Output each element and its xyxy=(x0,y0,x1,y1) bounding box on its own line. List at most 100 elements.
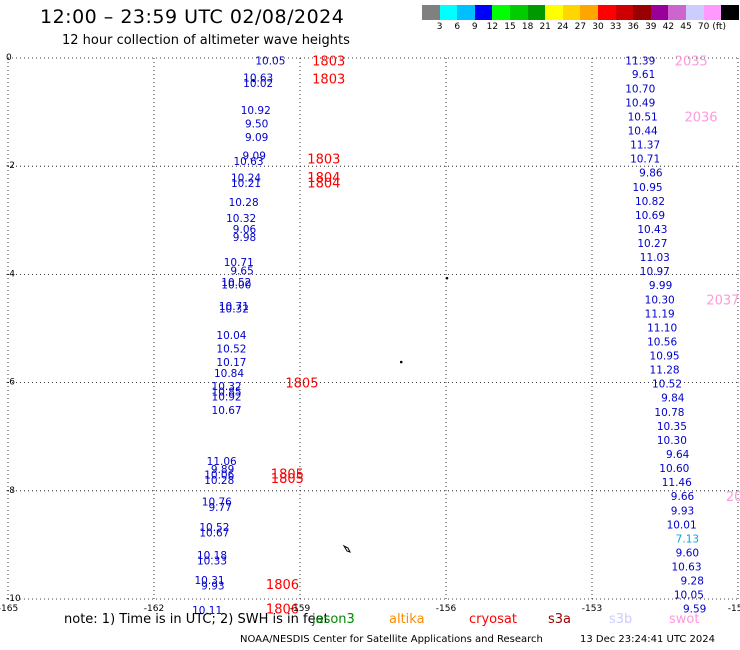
pass-time-label: 1805 xyxy=(271,472,304,487)
lon-tick-label: -162 xyxy=(144,604,164,614)
color-swatch xyxy=(422,5,440,20)
lon-tick-label: -150 xyxy=(728,604,740,614)
satellite-legend-item: s3b xyxy=(609,612,633,627)
color-legend-tick: 27 xyxy=(574,22,587,32)
wave-height-value: 10.32 xyxy=(226,213,256,225)
wave-height-value: 9.77 xyxy=(208,502,231,514)
pass-time-label: 1806 xyxy=(266,578,299,593)
wave-height-value: 10.00 xyxy=(221,280,251,292)
lat-tick-label: -2 xyxy=(6,161,15,171)
wave-height-value: 10.63 xyxy=(243,72,273,84)
time-labels: 1803180318031804180418051805180518061806… xyxy=(266,55,740,618)
color-swatch xyxy=(457,5,475,20)
wave-height-value: 10.85 xyxy=(212,386,242,398)
wave-height-value: 9.66 xyxy=(671,491,695,503)
wave-height-value: 10.30 xyxy=(657,435,687,447)
axis-labels: -165 -162 -159 -156 -153 -150 0 -2 -4 -6 -8 -10 xyxy=(0,53,740,614)
color-swatch xyxy=(527,5,546,20)
color-swatch xyxy=(439,5,458,20)
wave-height-value: 10.76 xyxy=(202,497,232,509)
color-swatch xyxy=(633,5,651,20)
lon-tick-label: -156 xyxy=(436,604,457,614)
wave-height-value: 10.43 xyxy=(637,224,667,236)
wave-height-value: 10.56 xyxy=(647,336,677,348)
wave-height-value: 7.13 xyxy=(676,533,699,545)
pass-time-label: 2037 xyxy=(706,293,739,308)
land-features xyxy=(252,79,449,553)
wave-height-value: 11.37 xyxy=(630,140,660,152)
color-legend-tick: 15 xyxy=(504,22,516,32)
wave-height-value: 10.69 xyxy=(635,210,665,222)
pass-time-label: 20 xyxy=(726,490,740,505)
wave-height-value: 10.97 xyxy=(640,266,670,278)
color-legend-bar xyxy=(422,5,739,20)
wave-height-value: 10.60 xyxy=(659,463,689,475)
pass-time-label: 1805 xyxy=(271,467,304,482)
wave-height-value: 10.31 xyxy=(195,575,225,587)
wave-height-value: 10.78 xyxy=(654,407,684,419)
color-swatch xyxy=(615,5,634,20)
color-swatch xyxy=(703,5,722,20)
color-swatch xyxy=(597,5,616,20)
pass-time-label: 1803 xyxy=(312,55,345,70)
color-legend-tick: 30 xyxy=(592,22,604,32)
wave-height-value: 9.65 xyxy=(230,266,253,278)
lat-tick-label: -6 xyxy=(6,378,15,388)
wave-height-value: 10.71 xyxy=(224,257,254,269)
color-swatch xyxy=(474,5,493,20)
wave-height-value: 9.98 xyxy=(233,232,256,244)
wave-height-value: 10.92 xyxy=(212,392,242,404)
wave-height-value: 11.39 xyxy=(625,56,655,68)
pass-time-label: 1803 xyxy=(312,73,345,88)
wave-height-value: 10.28 xyxy=(204,475,234,487)
wave-height-value: 9.59 xyxy=(683,604,706,616)
wave-height-value: 10.84 xyxy=(214,368,244,380)
color-legend-tick: (ft) xyxy=(712,22,726,32)
color-swatch xyxy=(492,5,510,20)
wave-height-value: 10.32 xyxy=(212,381,242,393)
wave-height-value: 10.02 xyxy=(243,78,273,90)
wave-height-value: 11.46 xyxy=(662,477,692,489)
satellite-legend-item: cryosat xyxy=(469,612,517,627)
color-legend-tick: 70 xyxy=(697,22,710,32)
wave-height-value: 10.11 xyxy=(192,605,222,617)
wave-height-value: 10.71 xyxy=(630,154,660,166)
color-legend-tick: 12 xyxy=(486,22,499,32)
island-marker xyxy=(445,276,449,280)
color-legend-tick: 24 xyxy=(557,22,569,32)
color-swatch xyxy=(509,5,528,20)
wave-height-value: 9.86 xyxy=(639,168,663,180)
wave-height-value: 10.92 xyxy=(241,105,271,117)
wave-height-value: 10.63 xyxy=(671,562,701,574)
footer-date: 13 Dec 23:24:41 UTC 2024 xyxy=(580,634,715,645)
lat-tick-label: -4 xyxy=(6,269,15,279)
footer-note: note: 1) Time is in UTC; 2) SWH is in fe… xyxy=(64,612,329,627)
wave-height-value: 10.70 xyxy=(625,83,655,95)
lat-tick-label: -8 xyxy=(6,486,15,496)
lon-tick-label: -159 xyxy=(290,604,311,614)
wave-height-value: 9.93 xyxy=(671,505,694,517)
page-title: 12:00 – 23:59 UTC 02/08/2024 xyxy=(40,6,345,28)
satellite-legend-item: altika xyxy=(389,612,425,627)
wave-height-value: 10.05 xyxy=(674,590,704,602)
wave-height-value: 9.64 xyxy=(666,449,690,461)
wave-height-value: 10.44 xyxy=(628,125,658,137)
wave-height-value: 10.67 xyxy=(199,527,229,539)
color-legend-tick: 21 xyxy=(539,22,551,32)
island-marker xyxy=(399,360,403,364)
wave-height-value: 10.71 xyxy=(219,301,249,313)
wave-height-value: 9.28 xyxy=(681,576,704,588)
wave-height-value: 10.27 xyxy=(637,238,667,250)
wave-height-value: 10.51 xyxy=(628,111,658,123)
lat-tick-label: -10 xyxy=(6,594,21,604)
pass-time-label: 2036 xyxy=(684,110,717,125)
pass-time-label: 2035 xyxy=(675,55,708,70)
wave-height-value: 9.84 xyxy=(661,393,685,405)
wave-height-value: 10.95 xyxy=(650,351,680,363)
wave-height-value: 10.52 xyxy=(652,379,682,391)
wave-height-value: 10.33 xyxy=(197,556,227,568)
wave-height-value: 11.03 xyxy=(640,252,670,264)
pass-time-label: 1804 xyxy=(307,171,340,186)
wave-height-value: 10.67 xyxy=(212,405,242,417)
color-legend-tick: 42 xyxy=(662,22,675,32)
